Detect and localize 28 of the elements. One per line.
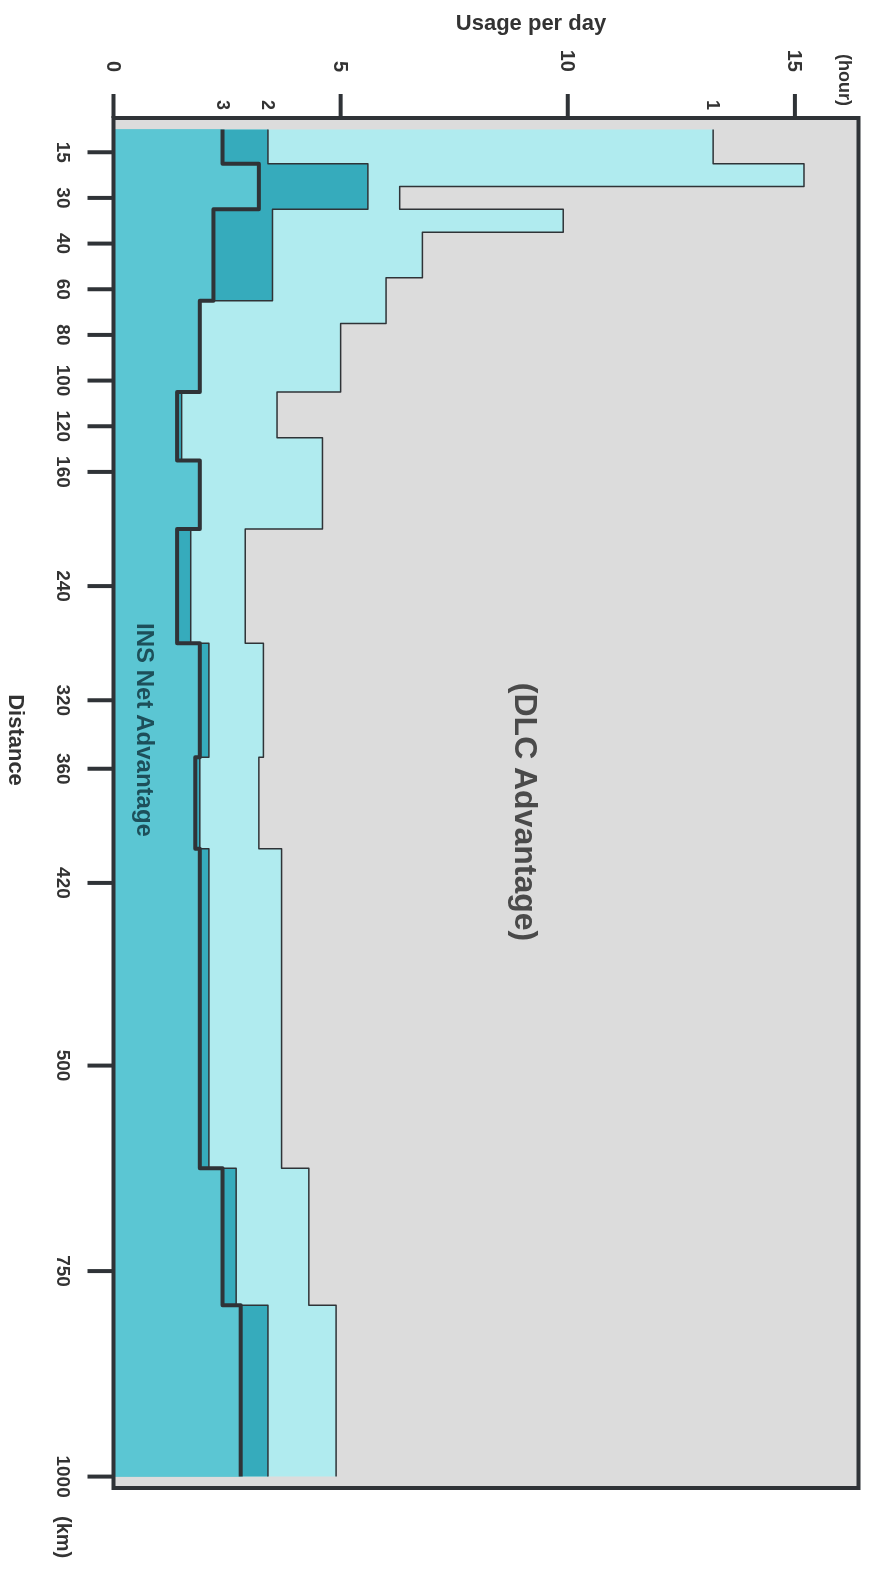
y-tick-label: 15 (53, 141, 74, 164)
y-tick-label: 360 (53, 752, 74, 785)
y-tick-label: 420 (53, 867, 74, 899)
annotation: (DLC Advantage) (507, 682, 544, 942)
y-tick-label: 60 (53, 278, 74, 300)
x-tick-label: 0 (102, 60, 125, 72)
y-tick-label: 80 (53, 324, 74, 346)
x-tick-label: 5 (329, 60, 352, 72)
y-tick-label: 750 (53, 1255, 74, 1287)
y-tick-label: 500 (53, 1049, 74, 1082)
y-tick-label: 240 (53, 570, 74, 602)
x-axis-title: Usage per day (455, 9, 607, 35)
text: (hour) (834, 54, 855, 106)
x-tick-label: 15 (783, 49, 806, 72)
y-tick-label: 1000 (53, 1455, 74, 1498)
y-axis-title: Distance (4, 694, 29, 786)
x-tick-label: 10 (556, 49, 579, 72)
text: (km) (52, 1516, 75, 1559)
y-tick-label: 320 (53, 684, 74, 717)
y-tick-label: 30 (53, 187, 74, 209)
text: 2 (257, 99, 278, 110)
annotation: INS Net Advantage (132, 623, 159, 837)
y-tick-label: 40 (53, 233, 74, 255)
text: 3 (212, 99, 233, 110)
text: 1 (703, 99, 724, 110)
y-tick-label: 120 (53, 410, 74, 443)
y-tick-label: 100 (53, 364, 74, 397)
y-tick-label: 160 (53, 456, 74, 488)
